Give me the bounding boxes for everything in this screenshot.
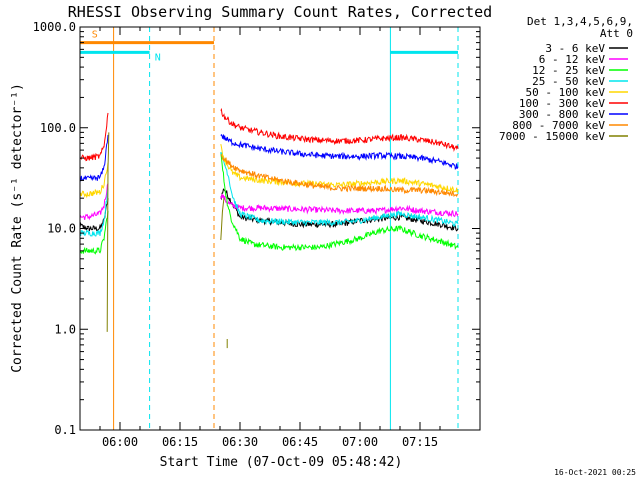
x-tick-label-2: 06:30 (222, 435, 258, 449)
chart-title: RHESSI Observing Summary Count Rates, Co… (68, 3, 492, 21)
series-line-8-seg-0 (106, 132, 110, 332)
y-tick-label-3: 100.0 (40, 121, 76, 135)
plot-contents: SN (80, 27, 459, 430)
x-tick-label-0: 06:00 (102, 435, 138, 449)
series-line-5-seg-1 (220, 107, 459, 153)
x-tick-label-5: 07:15 (402, 435, 438, 449)
series-line-8-seg-1 (220, 198, 225, 241)
series-line-3-seg-1 (220, 151, 459, 228)
legend-label-2: 12 - 25 keV (532, 64, 605, 77)
x-tick-label-1: 06:15 (162, 435, 198, 449)
legend-label-6: 300 - 800 keV (519, 108, 605, 121)
legend-header-attenuator: Att 0 (600, 27, 633, 40)
series-line-4-seg-0 (80, 162, 109, 199)
legend-label-4: 50 - 100 keV (526, 86, 606, 99)
x-tick-label-4: 07:00 (342, 435, 378, 449)
series-line-2-seg-1 (220, 153, 459, 252)
x-axis: 06:00 06:15 06:30 06:45 07:00 07:15 (79, 27, 441, 449)
flag-label-N: N (155, 52, 161, 63)
series-line-7-seg-0 (220, 154, 459, 198)
series-line-3-seg-0 (80, 188, 109, 237)
series-line-1-seg-1 (220, 194, 459, 218)
x-tick-label-3: 06:45 (282, 435, 318, 449)
series-line-6-seg-0 (80, 134, 109, 182)
y-tick-label-4: 1000.0 (33, 20, 76, 34)
legend-label-1: 6 - 12 keV (539, 53, 606, 66)
y-axis-label: Corrected Count Rate (s⁻¹ detector⁻¹) (10, 83, 25, 373)
footer-date: 16-Oct-2021 00:25 (554, 468, 636, 477)
legend-label-3: 25 - 50 keV (532, 75, 605, 88)
y-axis: 0.1 1.0 10.0 100.0 1000.0 (33, 20, 480, 437)
series-line-6-seg-1 (220, 133, 459, 170)
legend-header-detectors: Det 1,3,4,5,6,9, (527, 15, 633, 28)
legend-label-5: 100 - 300 keV (519, 97, 605, 110)
series-line-5-seg-0 (80, 112, 109, 162)
series-line-4-seg-1 (220, 143, 459, 193)
flag-label-S: S (92, 30, 98, 41)
series-line-2-seg-0 (80, 210, 109, 255)
legend-label-7: 800 - 7000 keV (512, 119, 605, 132)
x-axis-label: Start Time (07-Oct-09 05:48:42) (160, 455, 403, 470)
legend-label-8: 7000 - 15000 keV (499, 130, 605, 143)
series-line-0-seg-0 (80, 198, 109, 232)
legend-label-0: 3 - 6 keV (545, 42, 605, 55)
y-tick-label-0: 0.1 (54, 423, 76, 437)
y-tick-label-1: 1.0 (54, 322, 76, 336)
series-line-1-seg-0 (80, 183, 109, 221)
y-tick-label-2: 10.0 (47, 222, 76, 236)
